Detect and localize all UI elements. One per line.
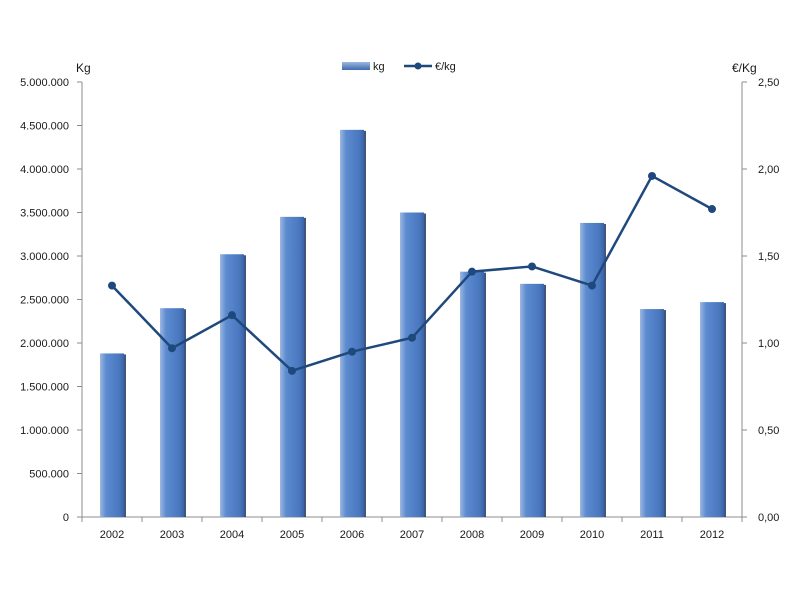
y-right-axis-label: €/Kg [732, 61, 757, 75]
bar-2012 [700, 302, 724, 517]
x-tick-label: 2008 [460, 529, 484, 541]
y-left-tick-label: 3.500.000 [20, 208, 69, 220]
legend-label-eur-kg: €/kg [435, 61, 456, 73]
point-2006 [348, 347, 356, 356]
x-tick-label: 2003 [160, 529, 184, 541]
point-2005 [288, 366, 296, 375]
point-2002 [108, 281, 116, 290]
bar-2006 [340, 129, 364, 517]
bar-2004 [220, 254, 244, 517]
y-left-tick-label: 1.500.000 [20, 382, 69, 394]
legend: kg €/kg [342, 61, 456, 73]
y-left-tick-label: 3.000.000 [20, 251, 69, 263]
legend-label-kg: kg [373, 61, 385, 73]
y-left-tick-label: 4.000.000 [20, 164, 69, 176]
x-tick-label: 2010 [580, 529, 604, 541]
line-series-eur-kg [108, 171, 716, 375]
y-right-tick-label: 2,00 [758, 164, 779, 176]
y-left-tick-label: 0 [63, 512, 69, 524]
bar-2007 [400, 212, 424, 517]
y-left-axis-label: Kg [76, 61, 91, 75]
y-left-ticks: 0 500.000 1.000.000 1.500.000 2.000.000 2.500… [20, 77, 82, 524]
point-2009 [528, 262, 536, 271]
bar-2008 [460, 271, 484, 517]
x-tick-label: 2011 [640, 529, 664, 541]
x-tick-label: 2002 [100, 529, 124, 541]
point-2012 [708, 205, 716, 214]
y-right-tick-label: 2,50 [758, 77, 779, 89]
y-right-tick-label: 1,50 [758, 251, 779, 263]
legend-swatch-eur-kg-marker [414, 62, 422, 70]
x-tick-label: 2012 [700, 529, 724, 541]
y-right-tick-label: 0,50 [758, 425, 779, 437]
y-left-tick-label: 4.500.000 [20, 121, 69, 133]
bar-2011 [640, 309, 664, 517]
x-tick-label: 2006 [340, 529, 364, 541]
point-2004 [228, 311, 236, 320]
bar-series-kg [100, 129, 726, 517]
x-tick-label: 2004 [220, 529, 244, 541]
y-left-tick-label: 2.500.000 [20, 295, 69, 307]
bar-2009 [520, 283, 544, 517]
x-tick-label: 2005 [280, 529, 304, 541]
y-right-tick-label: 0,00 [758, 512, 779, 524]
y-right-tick-label: 1,00 [758, 338, 779, 350]
x-tick-label: 2007 [400, 529, 424, 541]
legend-swatch-kg [342, 62, 370, 70]
y-right-ticks: 0,00 0,50 1,00 1,50 2,00 2,50 [742, 77, 779, 524]
point-2007 [408, 333, 416, 342]
bar-2002 [100, 353, 124, 517]
y-left-tick-label: 5.000.000 [20, 77, 69, 89]
point-2008 [468, 267, 476, 276]
point-2010 [588, 281, 596, 290]
y-left-tick-label: 1.000.000 [20, 425, 69, 437]
y-left-tick-label: 500.000 [29, 469, 69, 481]
point-2011 [648, 171, 656, 180]
x-ticks: 2002 2003 2004 2005 2006 2007 2008 2009 2010 2011… [81, 517, 743, 541]
bar-2010 [580, 222, 604, 517]
y-left-tick-label: 2.000.000 [20, 338, 69, 350]
x-tick-label: 2009 [520, 529, 544, 541]
point-2003 [168, 344, 176, 353]
